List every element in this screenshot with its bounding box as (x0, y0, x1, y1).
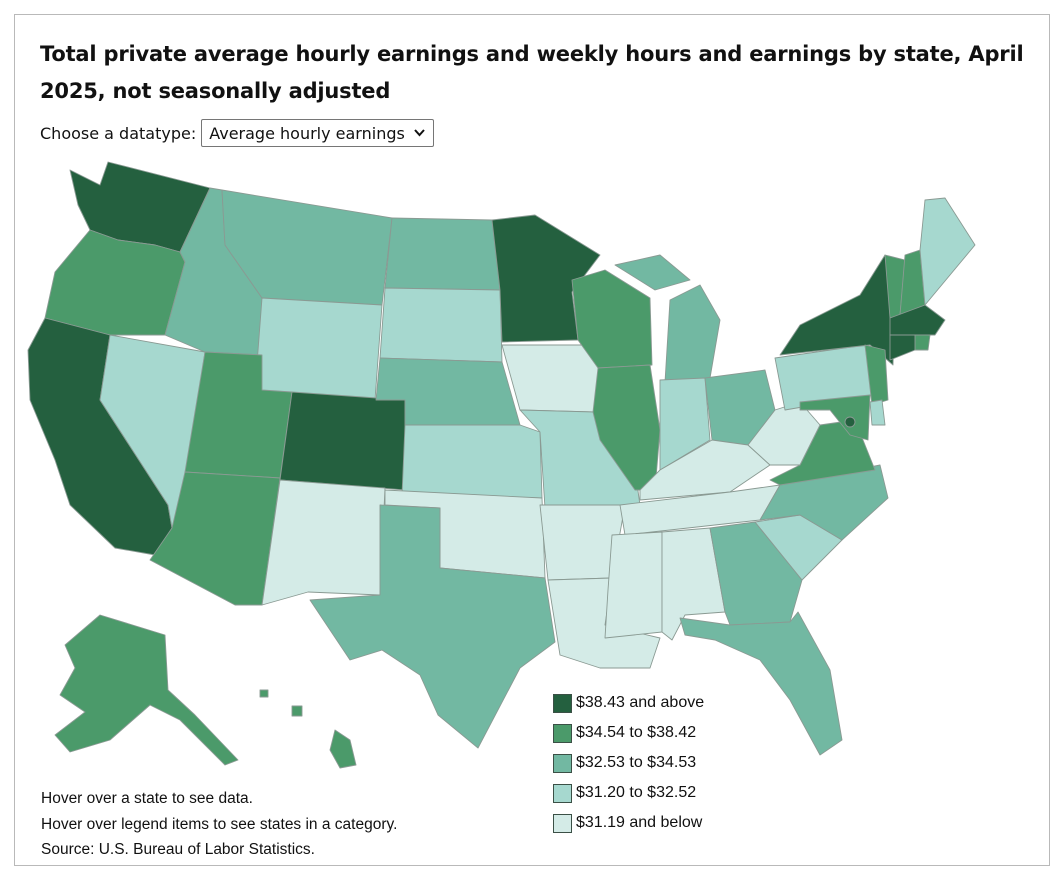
legend-swatch (553, 783, 572, 803)
state-md[interactable] (799, 394, 871, 441)
state-ks[interactable] (401, 424, 543, 499)
page-title: Total private average hourly earnings an… (40, 42, 1024, 103)
datatype-selected-value: Average hourly earnings (209, 123, 405, 143)
state-wy[interactable] (254, 297, 383, 401)
legend-item[interactable]: $31.19 and below (553, 808, 704, 838)
state-ms[interactable] (604, 531, 663, 639)
state-dc[interactable] (844, 416, 856, 428)
state-fl[interactable] (679, 611, 843, 756)
legend-label: $31.19 and below (576, 814, 703, 831)
legend-swatch (553, 723, 572, 743)
state-nm[interactable] (261, 479, 386, 606)
datatype-label: Choose a datatype: (40, 123, 197, 143)
legend: $38.43 and above $34.54 to $38.42 $32.53… (553, 688, 704, 838)
datatype-chooser: Choose a datatype: Average hourly earnin… (40, 119, 434, 147)
legend-label: $31.20 to $32.52 (576, 784, 697, 801)
legend-item[interactable]: $34.54 to $38.42 (553, 718, 704, 748)
footnotes: Hover over a state to see data. Hover ov… (41, 786, 397, 863)
datatype-select[interactable]: Average hourly earnings (201, 119, 434, 147)
state-sd[interactable] (379, 287, 503, 363)
legend-swatch (553, 753, 572, 773)
legend-label: $32.53 to $34.53 (576, 754, 697, 771)
state-hi[interactable] (259, 689, 357, 769)
state-nj[interactable] (864, 344, 889, 406)
state-wi[interactable] (571, 269, 653, 369)
source-note: Source: U.S. Bureau of Labor Statistics. (41, 841, 315, 858)
state-ct[interactable] (889, 334, 916, 361)
state-co[interactable] (279, 391, 406, 491)
note-hover-state: Hover over a state to see data. (41, 790, 253, 807)
state-mn[interactable] (491, 214, 601, 343)
state-ma[interactable] (889, 304, 946, 336)
legend-item[interactable]: $31.20 to $32.52 (553, 778, 704, 808)
state-me[interactable] (919, 197, 976, 306)
legend-item[interactable]: $38.43 and above (553, 688, 704, 718)
legend-item[interactable]: $32.53 to $34.53 (553, 748, 704, 778)
legend-label: $34.54 to $38.42 (576, 724, 697, 741)
state-de[interactable] (869, 399, 886, 426)
state-in[interactable] (659, 377, 711, 471)
state-wv[interactable] (747, 401, 821, 466)
legend-swatch (553, 813, 572, 833)
state-ri[interactable] (914, 334, 931, 351)
legend-label: $38.43 and above (576, 694, 705, 711)
chevron-down-icon (414, 129, 425, 137)
note-hover-legend: Hover over legend items to see states in… (41, 815, 398, 833)
state-tx[interactable] (309, 504, 556, 749)
state-ak[interactable] (54, 614, 239, 766)
state-mi[interactable] (614, 254, 721, 383)
legend-swatch (553, 693, 572, 713)
state-nd[interactable] (384, 217, 501, 291)
